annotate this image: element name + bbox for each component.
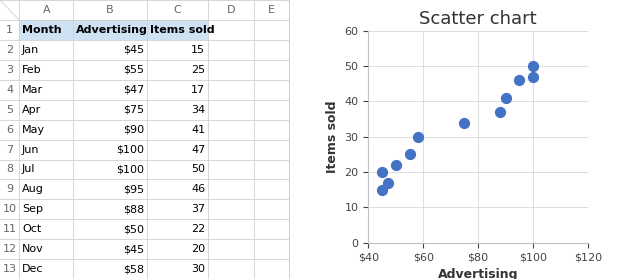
Point	[413, 134, 423, 139]
Text: 2: 2	[6, 45, 13, 55]
Point	[391, 163, 400, 167]
Text: 30: 30	[191, 264, 206, 274]
Title: Scatter chart: Scatter chart	[419, 10, 537, 28]
Text: $90: $90	[123, 125, 144, 135]
Text: 34: 34	[191, 105, 206, 115]
Text: Feb: Feb	[22, 65, 41, 75]
Text: Items sold: Items sold	[150, 25, 214, 35]
Point	[495, 110, 505, 114]
Text: Apr: Apr	[22, 105, 41, 115]
Text: C: C	[173, 5, 181, 15]
Text: 20: 20	[191, 244, 206, 254]
Text: Jun: Jun	[22, 145, 40, 155]
Text: $50: $50	[123, 224, 144, 234]
Point	[405, 152, 415, 157]
Text: $88: $88	[123, 204, 144, 214]
Y-axis label: Items sold: Items sold	[326, 100, 339, 173]
Bar	[147, 20, 208, 40]
Point	[459, 120, 469, 125]
Text: 1: 1	[6, 25, 13, 35]
Text: $45: $45	[123, 244, 144, 254]
Text: Sep: Sep	[22, 204, 43, 214]
Point	[501, 96, 511, 100]
Text: 17: 17	[191, 85, 206, 95]
Text: 7: 7	[6, 145, 13, 155]
Point	[377, 170, 387, 174]
Text: Mar: Mar	[22, 85, 43, 95]
Text: $45: $45	[123, 45, 144, 55]
Point	[383, 181, 392, 185]
Text: Aug: Aug	[22, 184, 44, 194]
Text: Jul: Jul	[22, 164, 35, 174]
Text: 50: 50	[191, 164, 206, 174]
Text: 3: 3	[6, 65, 13, 75]
Point	[514, 78, 524, 82]
Text: E: E	[267, 5, 275, 15]
Text: 8: 8	[6, 164, 13, 174]
Text: 13: 13	[2, 264, 17, 274]
Text: May: May	[22, 125, 45, 135]
Text: Nov: Nov	[22, 244, 44, 254]
Point	[528, 74, 538, 79]
Text: Month: Month	[22, 25, 62, 35]
Bar	[74, 20, 147, 40]
Text: D: D	[227, 5, 235, 15]
Bar	[19, 20, 74, 40]
Text: Advertising: Advertising	[76, 25, 148, 35]
Text: 9: 9	[6, 184, 13, 194]
Text: 11: 11	[2, 224, 17, 234]
X-axis label: Advertising: Advertising	[438, 268, 519, 279]
Text: Dec: Dec	[22, 264, 43, 274]
Text: 6: 6	[6, 125, 13, 135]
Point	[528, 64, 538, 68]
Text: $100: $100	[116, 145, 144, 155]
Text: Jan: Jan	[22, 45, 39, 55]
Text: $95: $95	[123, 184, 144, 194]
Text: 25: 25	[191, 65, 206, 75]
Text: $55: $55	[123, 65, 144, 75]
Text: B: B	[106, 5, 114, 15]
Text: $58: $58	[123, 264, 144, 274]
Text: 10: 10	[2, 204, 17, 214]
Text: 47: 47	[191, 145, 206, 155]
Text: 46: 46	[191, 184, 206, 194]
Text: 22: 22	[191, 224, 206, 234]
Text: $75: $75	[123, 105, 144, 115]
Text: A: A	[43, 5, 50, 15]
Text: $100: $100	[116, 164, 144, 174]
Text: 4: 4	[6, 85, 13, 95]
Text: 5: 5	[6, 105, 13, 115]
Text: $47: $47	[123, 85, 144, 95]
Text: 12: 12	[2, 244, 17, 254]
Text: 41: 41	[191, 125, 206, 135]
Text: 15: 15	[191, 45, 206, 55]
Point	[377, 187, 387, 192]
Text: Oct: Oct	[22, 224, 41, 234]
Text: 37: 37	[191, 204, 206, 214]
